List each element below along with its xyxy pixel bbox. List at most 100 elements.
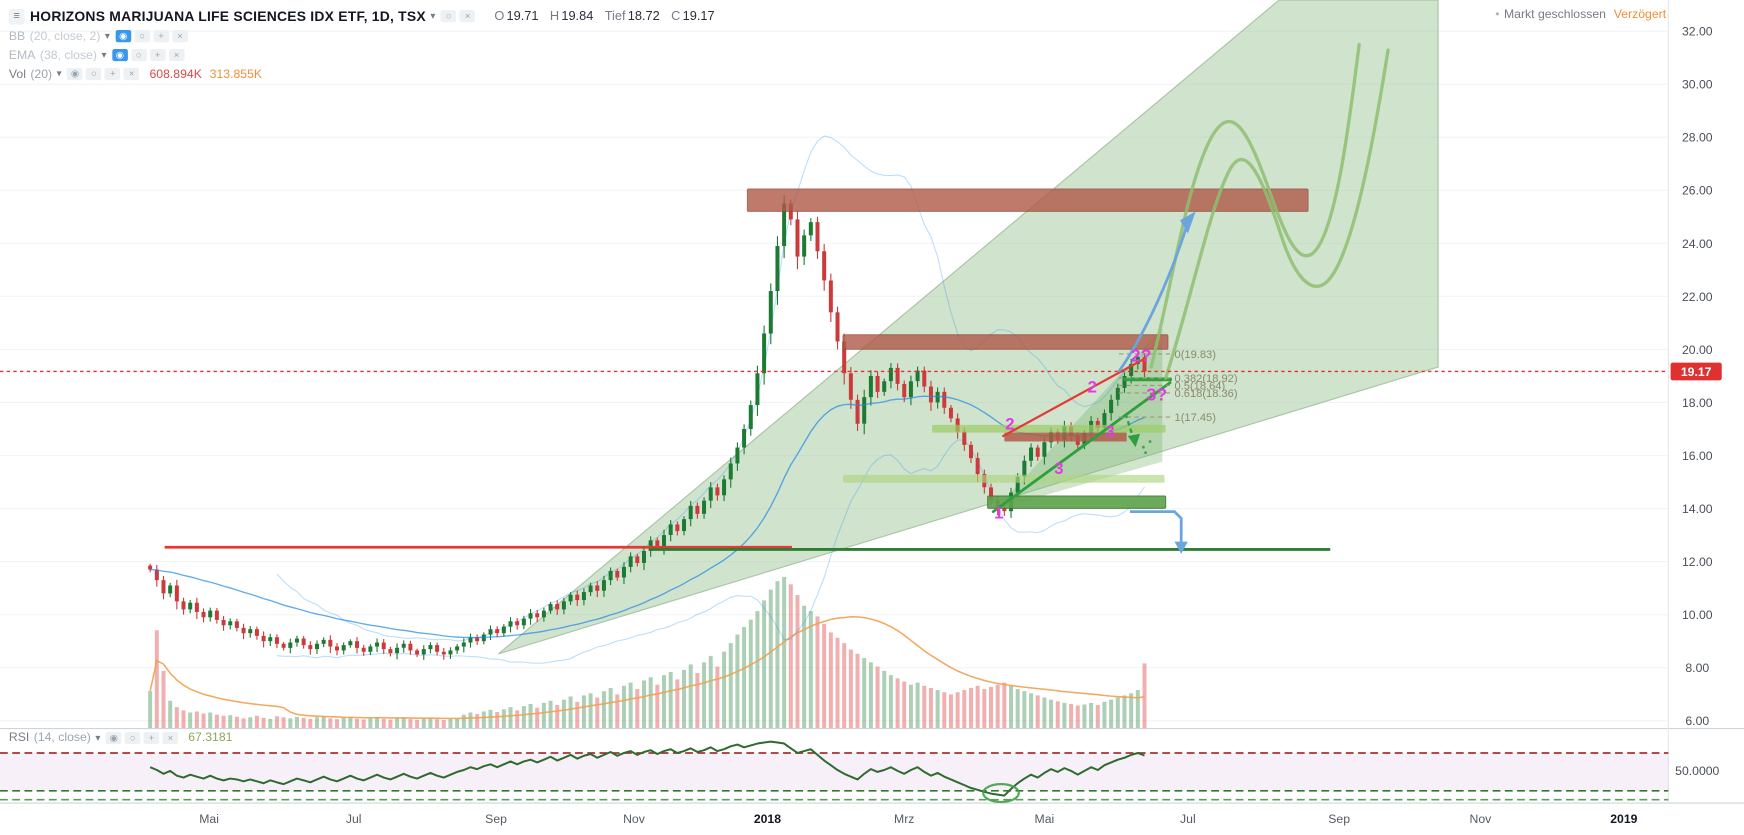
svg-text:0(19.83): 0(19.83) — [1175, 349, 1217, 361]
circle-icon[interactable]: ○ — [124, 731, 141, 744]
rsi-annotations[interactable] — [982, 783, 1020, 804]
delayed-badge[interactable]: Verzögert — [1613, 7, 1667, 22]
arrows[interactable] — [1117, 211, 1196, 554]
svg-text:Jul: Jul — [1180, 812, 1196, 826]
visibility-icon[interactable]: ◉ — [112, 48, 128, 62]
svg-text:2: 2 — [1005, 414, 1014, 433]
close-icon[interactable]: × — [172, 30, 188, 43]
zone-rectangles[interactable] — [746, 188, 1309, 509]
symbol-title[interactable]: HORIZONS MARIJUANA LIFE SCIENCES IDX ETF… — [30, 8, 426, 24]
svg-text:2?: 2? — [1131, 345, 1152, 365]
circle-icon[interactable]: ○ — [134, 30, 150, 43]
indicator-row-ema: EMA (38, close) ▾ ◉ ○ + × — [9, 46, 715, 65]
menu-icon[interactable]: ≡ — [8, 8, 25, 24]
price-axis[interactable]: 32.00 30.00 28.00 26.00 24.00 22.00 20.00 18.00… — [1682, 25, 1713, 729]
ema-indicator-label[interactable]: EMA — [8, 48, 36, 62]
svg-text:28.00: 28.00 — [1682, 131, 1713, 145]
projection-curves[interactable] — [1149, 42, 1390, 380]
rsi-band — [0, 752, 1669, 791]
chevron-down-icon[interactable]: ▾ — [95, 731, 101, 743]
time-axis-labels[interactable]: Mai Jul Sep Nov 2018 Mrz Mai Jul Sep Nov 2019 — [199, 812, 1637, 826]
circle-icon[interactable]: ○ — [86, 67, 102, 81]
svg-text:Mrz: Mrz — [894, 812, 914, 826]
close-icon[interactable]: × — [123, 67, 140, 81]
svg-text:12.00: 12.00 — [1682, 555, 1713, 569]
ema-line — [150, 395, 1145, 639]
rsi-indicator-label[interactable]: RSI — [8, 730, 30, 745]
svg-text:22.00: 22.00 — [1682, 290, 1713, 304]
svg-text:Sep: Sep — [485, 812, 507, 826]
rsi-indicator-params: (14, close) — [33, 730, 91, 745]
high-value: 19.84 — [561, 9, 594, 23]
svg-text:3: 3 — [1054, 459, 1063, 478]
channel-drawing[interactable] — [497, 0, 1439, 655]
svg-text:0.5(18.64): 0.5(18.64) — [1175, 380, 1226, 392]
circle-icon[interactable]: ○ — [130, 48, 147, 62]
svg-text:32.00: 32.00 — [1682, 25, 1713, 39]
symbol-row: ≡ HORIZONS MARIJUANA LIFE SCIENCES IDX E… — [8, 6, 715, 27]
grid-layer — [0, 30, 1669, 722]
chevron-down-icon[interactable]: ▾ — [101, 48, 107, 61]
rsi-value: 67.3181 — [188, 730, 233, 745]
low-label: Tief — [604, 9, 626, 23]
svg-text:Mai: Mai — [1035, 812, 1055, 826]
price-badge-value: 19.17 — [1681, 365, 1712, 379]
svg-text:0.382(18.92): 0.382(18.92) — [1175, 373, 1238, 385]
fib-retracement[interactable]: 0(19.83) 0.382(18.92)0.5(18.64)0.618(18.3… — [1118, 349, 1238, 424]
svg-text:26.00: 26.00 — [1682, 184, 1713, 198]
horizontal-lines[interactable] — [164, 545, 1331, 551]
plus-icon[interactable]: + — [149, 48, 166, 62]
rsi-axis-tick[interactable]: 50.0000 — [1675, 764, 1719, 778]
plus-icon[interactable]: + — [143, 731, 160, 744]
volume-ma-value: 313.855K — [209, 67, 263, 81]
price-badge: 19.17 — [1670, 362, 1722, 381]
volume-ma-line — [149, 615, 1145, 720]
volume-series — [148, 576, 1147, 729]
svg-text:Mai: Mai — [199, 812, 219, 826]
svg-text:3: 3 — [1105, 422, 1114, 441]
svg-text:20.00: 20.00 — [1682, 343, 1713, 357]
svg-text:0.618(18.36): 0.618(18.36) — [1175, 388, 1238, 400]
svg-text:8.00: 8.00 — [1685, 661, 1709, 675]
status-dot-icon: • — [1495, 7, 1500, 22]
visibility-icon[interactable]: ◉ — [115, 30, 132, 43]
svg-text:Sep: Sep — [1328, 812, 1350, 826]
visibility-icon[interactable]: ◉ — [105, 731, 122, 744]
indicator-row-bb: BB (20, close, 2) ▾ ◉ ○ + × — [9, 27, 715, 46]
indicator-row-vol: Vol (20) ▾ ◉ ○ + × 608.894K 313.855K — [9, 65, 715, 84]
close-label: C — [671, 9, 681, 23]
svg-text:18.00: 18.00 — [1682, 396, 1713, 410]
chevron-down-icon[interactable]: ▾ — [56, 67, 62, 79]
svg-text:14.00: 14.00 — [1682, 502, 1713, 516]
ohlc-values: O 19.71 H 19.84 Tief 18.72 C 19.17 — [487, 9, 714, 23]
visibility-icon[interactable]: ◉ — [67, 67, 83, 81]
svg-text:24.00: 24.00 — [1682, 237, 1713, 251]
bb-indicator-params: (20, close, 2) — [29, 29, 101, 43]
market-status-text: Markt geschlossen — [1503, 7, 1606, 22]
chevron-down-icon[interactable]: ▾ — [104, 30, 110, 42]
plus-icon[interactable]: + — [104, 67, 121, 81]
ema-indicator-params: (38, close) — [39, 48, 97, 62]
svg-text:Nov: Nov — [1470, 812, 1493, 826]
vol-indicator-label[interactable]: Vol — [8, 67, 26, 81]
open-label: O — [494, 9, 505, 23]
wave-labels: 1 3 2 3 2 2? 3? — [994, 345, 1167, 522]
close-icon[interactable]: × — [459, 10, 476, 23]
svg-text:2018: 2018 — [754, 812, 781, 826]
bb-indicator-label[interactable]: BB — [8, 29, 26, 43]
circle-icon[interactable]: ○ — [440, 10, 457, 23]
vol-indicator-params: (20) — [30, 67, 53, 81]
chevron-down-icon[interactable]: ▾ — [430, 10, 436, 22]
high-label: H — [549, 9, 560, 23]
svg-text:2: 2 — [1088, 378, 1097, 397]
legend: ≡ HORIZONS MARIJUANA LIFE SCIENCES IDX E… — [8, 6, 715, 84]
rsi-legend-row: RSI (14, close) ▾ ◉ ○ + × 67.3181 — [9, 731, 233, 744]
plus-icon[interactable]: + — [153, 30, 169, 43]
svg-text:6.00: 6.00 — [1685, 714, 1709, 728]
market-status: • Markt geschlossen Verzögert — [0, 8, 1666, 21]
svg-text:1(17.45): 1(17.45) — [1175, 412, 1217, 424]
close-icon[interactable]: × — [162, 731, 179, 744]
close-icon[interactable]: × — [168, 48, 185, 62]
